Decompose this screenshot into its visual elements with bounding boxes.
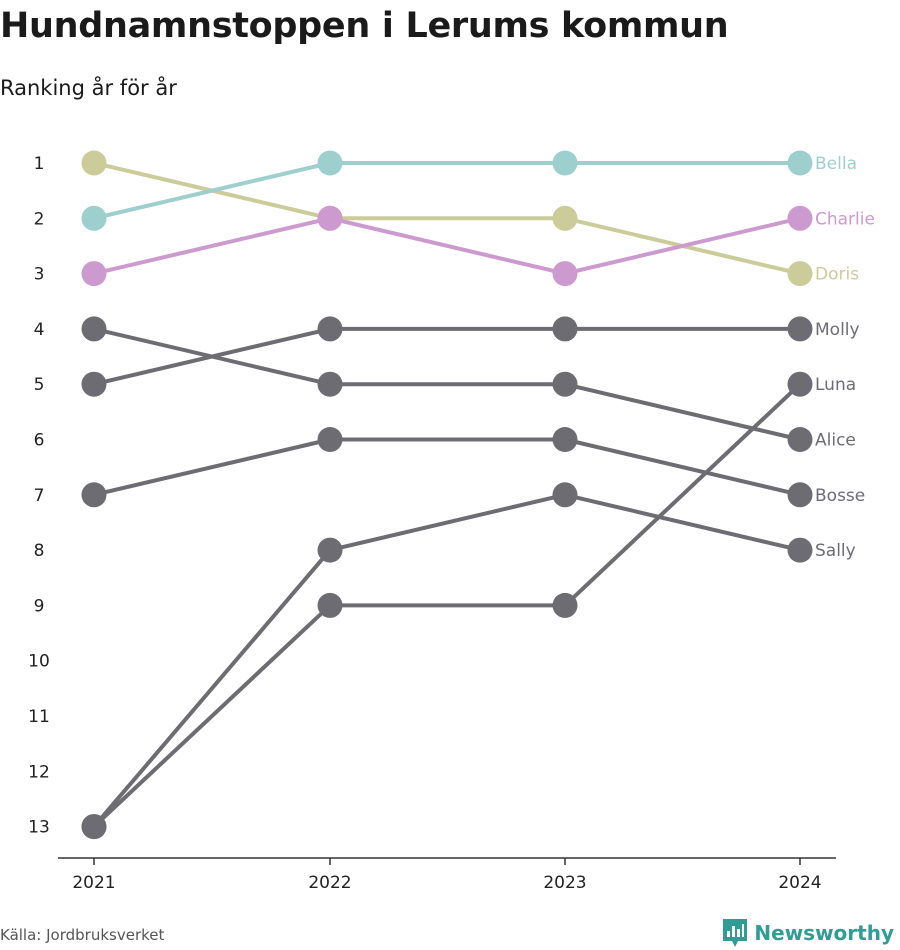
x-tick-label: 2024 bbox=[778, 873, 821, 893]
data-point-doris bbox=[81, 150, 107, 176]
series-line-molly bbox=[93, 326, 800, 387]
series-label-luna: Luna bbox=[815, 375, 856, 395]
series-line-bosse bbox=[93, 437, 801, 497]
brand-logo[interactable]: Newsworthy bbox=[722, 918, 894, 948]
y-tick-label: 1 bbox=[34, 154, 45, 174]
data-point-alice bbox=[787, 427, 813, 452]
data-point-bosse bbox=[552, 427, 578, 452]
data-point-luna bbox=[787, 371, 813, 397]
data-point-sally bbox=[317, 537, 343, 563]
data-point-luna bbox=[317, 592, 343, 618]
data-point-luna bbox=[552, 592, 578, 618]
y-tick-label: 6 bbox=[34, 431, 45, 451]
bar-chart-icon bbox=[723, 919, 748, 947]
series-label-bosse: Bosse bbox=[815, 486, 865, 506]
brand-name: Newsworthy bbox=[754, 921, 894, 945]
series-label-alice: Alice bbox=[815, 431, 856, 451]
y-tick-label: 9 bbox=[34, 596, 45, 616]
series-label-molly: Molly bbox=[815, 320, 860, 340]
series-line-sally bbox=[92, 492, 801, 828]
y-tick-label: 3 bbox=[34, 265, 45, 285]
data-point-sally bbox=[787, 537, 813, 563]
data-point-bosse bbox=[317, 427, 343, 452]
data-point-alice bbox=[81, 316, 107, 342]
y-tick-label: 7 bbox=[34, 486, 45, 506]
series-line-charlie bbox=[93, 216, 801, 276]
series-line-luna bbox=[92, 382, 802, 829]
data-point-bella bbox=[552, 150, 578, 176]
data-point-alice bbox=[317, 371, 343, 397]
chart-title: Hundnamnstoppen i Lerums kommun bbox=[0, 6, 729, 46]
series-lines-gray bbox=[92, 326, 802, 829]
data-point-bella bbox=[787, 150, 813, 176]
data-point-charlie bbox=[787, 205, 813, 231]
source-note: Källa: Jordbruksverket bbox=[0, 926, 165, 944]
data-point-sally bbox=[552, 482, 578, 508]
y-tick-label: 11 bbox=[28, 707, 50, 727]
y-tick-label: 2 bbox=[34, 209, 45, 229]
data-point-bella bbox=[317, 150, 343, 176]
x-tick-label: 2023 bbox=[543, 873, 586, 893]
series-label-doris: Doris bbox=[815, 265, 859, 285]
series-line-bella bbox=[93, 161, 800, 221]
data-point-bella bbox=[81, 205, 107, 231]
y-tick-label: 8 bbox=[34, 541, 45, 561]
data-point-sally bbox=[81, 814, 107, 840]
data-point-bosse bbox=[81, 482, 107, 508]
data-point-doris bbox=[552, 205, 578, 231]
data-point-molly bbox=[317, 316, 343, 342]
data-point-molly bbox=[787, 316, 813, 342]
data-point-doris bbox=[787, 261, 813, 287]
x-tick-label: 2022 bbox=[308, 873, 351, 893]
data-point-molly bbox=[81, 371, 107, 397]
series-end-labels: Bella Charlie Doris Molly Luna Alice Bosse Sall… bbox=[815, 154, 875, 561]
data-point-alice bbox=[552, 371, 578, 397]
series-lines-highlight bbox=[93, 161, 801, 276]
y-tick-label: 4 bbox=[34, 320, 45, 340]
y-tick-label: 10 bbox=[28, 652, 50, 672]
series-label-sally: Sally bbox=[815, 541, 856, 561]
series-label-bella: Bella bbox=[815, 154, 857, 174]
series-label-charlie: Charlie bbox=[815, 209, 875, 229]
data-point-charlie bbox=[552, 261, 578, 287]
y-tick-label: 13 bbox=[28, 818, 50, 838]
x-tick-label: 2021 bbox=[72, 873, 115, 893]
series-line-doris bbox=[93, 161, 801, 276]
data-point-charlie bbox=[81, 261, 107, 287]
data-point-bosse bbox=[787, 482, 813, 508]
series-points bbox=[81, 150, 813, 840]
data-point-molly bbox=[552, 316, 578, 342]
y-tick-label: 5 bbox=[34, 375, 45, 395]
x-axis-ticks: 2021 2022 2023 2024 bbox=[72, 858, 822, 893]
y-tick-label: 12 bbox=[28, 762, 50, 782]
series-line-alice bbox=[93, 326, 801, 442]
data-point-charlie bbox=[317, 205, 343, 231]
chart-subtitle: Ranking år för år bbox=[0, 76, 177, 100]
